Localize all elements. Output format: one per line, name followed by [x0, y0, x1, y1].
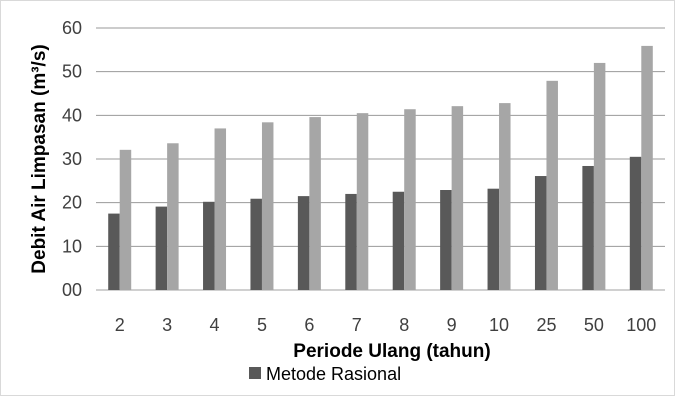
y-tick-label: 50: [62, 62, 82, 82]
legend-swatch-metode-rasional: [249, 367, 261, 379]
bar-series-2-8: [404, 109, 416, 290]
bar-series-1-100: [629, 156, 642, 290]
bar-series-2-7: [356, 113, 369, 291]
bar-series-1-2: [108, 213, 120, 290]
x-tick-label: 7: [352, 315, 362, 335]
x-tick-label: 100: [626, 315, 656, 335]
y-tick-label: 30: [62, 149, 82, 169]
x-tick-label: 9: [447, 315, 457, 335]
bar-series-2-2: [119, 149, 132, 290]
bar-series-1-7: [345, 193, 357, 290]
bar-series-2-9: [451, 106, 464, 290]
bar-series-2-25: [546, 80, 558, 290]
x-tick-labels: 2 3 4 5 6 7 8 9 10 25 50 100: [115, 315, 657, 335]
x-tick-label: 5: [257, 315, 267, 335]
bar-series-1-25: [534, 176, 547, 290]
y-tick-label: 00: [62, 280, 82, 300]
x-tick-label: 4: [210, 315, 220, 335]
bar-series-1-6: [297, 196, 310, 290]
bar-series-1-3: [155, 206, 168, 290]
bar-series-1-5: [250, 198, 262, 290]
y-axis-title: Debit Air Limpasan (m³/s): [29, 44, 50, 273]
bar-series-2-3: [167, 143, 179, 290]
y-tick-label: 20: [62, 193, 82, 213]
x-tick-label: 3: [162, 315, 172, 335]
x-tick-label: 50: [584, 315, 604, 335]
bar-series-1-9: [440, 190, 452, 290]
bar-series-1-8: [392, 191, 405, 290]
bar-series-2-50: [593, 62, 606, 290]
bar-series-2-5: [261, 122, 274, 290]
y-tick-label: 40: [62, 105, 82, 125]
gridlines: [96, 27, 665, 291]
bar-series-2-100: [641, 45, 653, 290]
bar-series-1-10: [487, 188, 500, 290]
legend-label-metode-rasional: Metode Rasional: [266, 364, 401, 384]
bar-series-2-4: [214, 128, 227, 290]
bar-series-2-6: [309, 117, 321, 290]
x-tick-label: 10: [489, 315, 509, 335]
x-tick-label: 6: [304, 315, 314, 335]
legend: Metode Rasional: [249, 364, 401, 384]
bars: [108, 45, 653, 291]
x-tick-label: 25: [536, 315, 556, 335]
bar-series-1-4: [203, 201, 215, 290]
y-tick-labels: 00 10 20 30 40 50 60: [62, 18, 82, 300]
bar-series-1-50: [582, 165, 594, 290]
x-tick-label: 2: [115, 315, 125, 335]
x-axis-title: Periode Ulang (tahun): [293, 341, 490, 362]
x-tick-label: 8: [399, 315, 409, 335]
y-tick-label: 60: [62, 18, 82, 38]
y-tick-label: 10: [62, 236, 82, 256]
bar-series-2-10: [499, 103, 511, 291]
